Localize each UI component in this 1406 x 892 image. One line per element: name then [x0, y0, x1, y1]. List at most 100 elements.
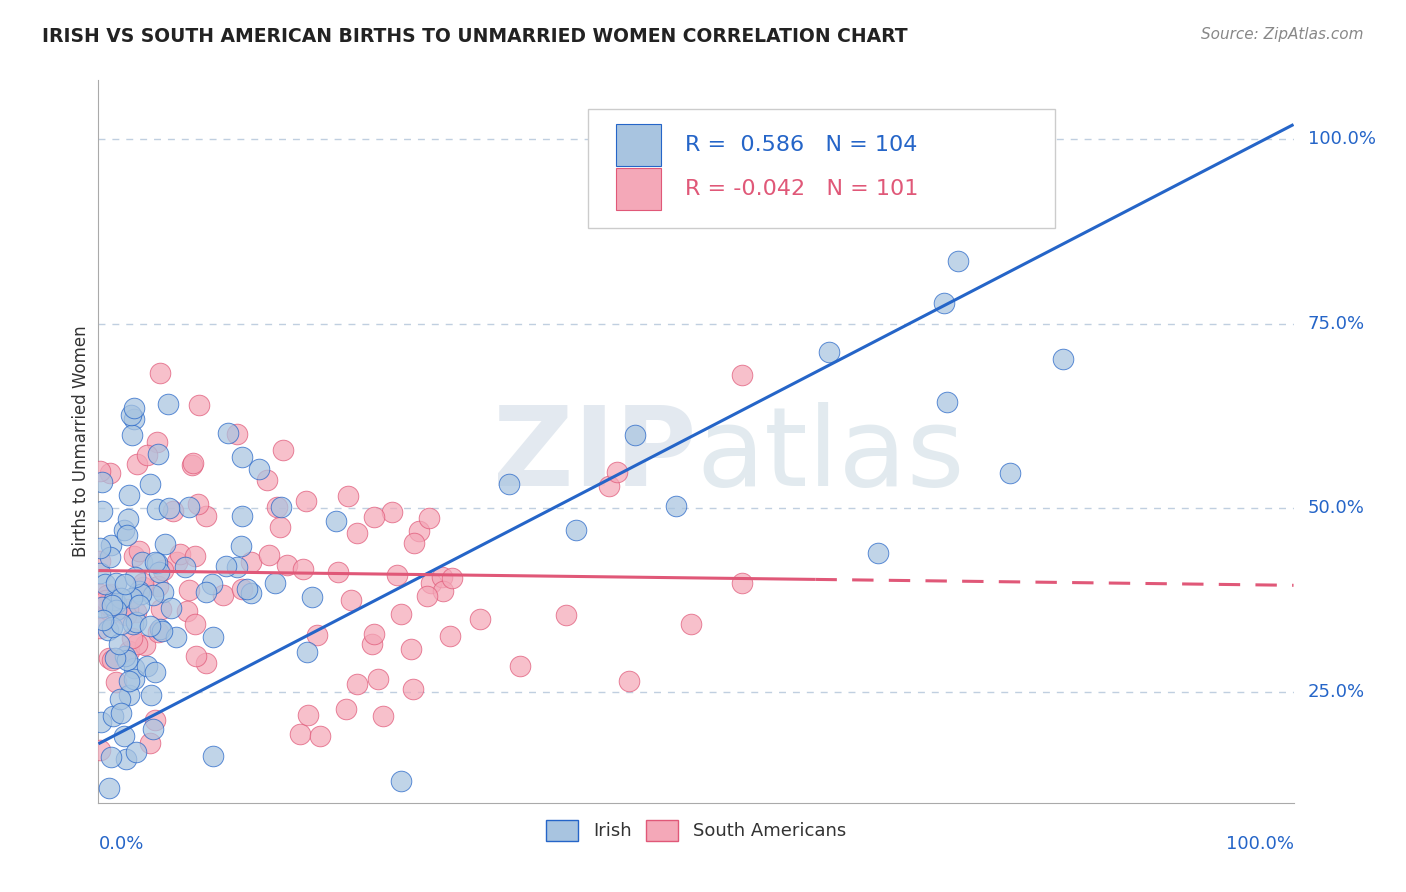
Point — [124, 605, 146, 619]
Point — [138, 476, 160, 491]
Point — [89, 593, 111, 607]
Point — [101, 653, 124, 667]
Y-axis label: Births to Unmarried Women: Births to Unmarried Women — [72, 326, 90, 558]
Point — [115, 607, 138, 622]
Point — [131, 587, 153, 601]
Point — [617, 673, 640, 688]
Point — [100, 601, 122, 615]
Point — [346, 525, 368, 540]
Point — [89, 621, 111, 635]
Point — [149, 602, 172, 616]
Point — [181, 456, 204, 470]
Point — [679, 617, 702, 632]
Point — [91, 475, 114, 489]
Point — [103, 709, 125, 723]
Point — [236, 582, 259, 596]
Point — [360, 637, 382, 651]
Point — [387, 568, 409, 582]
Point — [89, 587, 111, 601]
Point — [135, 658, 157, 673]
Point — [91, 613, 114, 627]
Point — [146, 502, 169, 516]
Point — [153, 537, 176, 551]
Point — [1000, 466, 1022, 480]
Point — [340, 592, 363, 607]
Point — [731, 368, 754, 383]
Point — [309, 729, 332, 743]
Point — [134, 638, 156, 652]
Point — [121, 591, 143, 606]
Point — [101, 619, 124, 633]
Text: R = -0.042   N = 101: R = -0.042 N = 101 — [685, 178, 918, 199]
Point — [195, 656, 218, 670]
Point — [115, 752, 138, 766]
Point — [934, 296, 956, 310]
Point — [150, 624, 173, 638]
Point — [152, 585, 174, 599]
Point — [325, 514, 347, 528]
Point — [117, 488, 139, 502]
Point — [117, 528, 139, 542]
Point — [124, 569, 146, 583]
Point — [373, 708, 395, 723]
Point — [103, 593, 125, 607]
Point — [432, 583, 454, 598]
Point — [256, 473, 278, 487]
Point — [184, 549, 207, 563]
Point — [509, 658, 531, 673]
Point — [139, 736, 162, 750]
Point — [399, 642, 422, 657]
Point — [184, 617, 207, 632]
Point — [292, 562, 315, 576]
Point — [157, 397, 180, 411]
Point — [90, 504, 112, 518]
Point — [122, 660, 145, 674]
Point — [231, 509, 253, 524]
Text: IRISH VS SOUTH AMERICAN BIRTHS TO UNMARRIED WOMEN CORRELATION CHART: IRISH VS SOUTH AMERICAN BIRTHS TO UNMARR… — [42, 27, 908, 45]
Point — [337, 489, 360, 503]
Point — [416, 589, 439, 603]
Point — [731, 576, 754, 591]
Point — [305, 627, 328, 641]
Point — [946, 253, 969, 268]
Point — [381, 505, 404, 519]
Point — [89, 554, 111, 568]
Point — [194, 585, 217, 599]
Point — [498, 477, 520, 491]
Point — [177, 583, 200, 598]
Point — [665, 499, 688, 513]
Point — [110, 616, 132, 631]
Point — [118, 643, 141, 657]
Point — [187, 497, 209, 511]
Point — [143, 713, 166, 727]
Point — [301, 590, 323, 604]
Point — [148, 579, 170, 593]
Point — [326, 565, 349, 579]
Point — [226, 560, 249, 574]
Point — [367, 672, 389, 686]
Point — [270, 500, 292, 514]
Point — [408, 524, 430, 539]
Point — [363, 510, 385, 524]
Point — [115, 653, 138, 667]
Point — [335, 702, 357, 716]
Point — [201, 576, 224, 591]
Point — [98, 650, 121, 665]
Point — [624, 427, 647, 442]
Point — [295, 493, 318, 508]
Point — [229, 539, 252, 553]
Point — [128, 544, 150, 558]
Point — [89, 566, 111, 581]
Point — [108, 692, 131, 706]
Point — [96, 588, 118, 602]
Point — [121, 428, 143, 442]
Point — [177, 500, 200, 515]
Point — [138, 618, 160, 632]
Point — [169, 547, 191, 561]
Text: atlas: atlas — [696, 402, 965, 509]
Point — [212, 588, 235, 602]
FancyBboxPatch shape — [616, 124, 661, 166]
Text: 50.0%: 50.0% — [1308, 499, 1365, 516]
Point — [420, 575, 443, 590]
Text: 100.0%: 100.0% — [1226, 835, 1294, 854]
